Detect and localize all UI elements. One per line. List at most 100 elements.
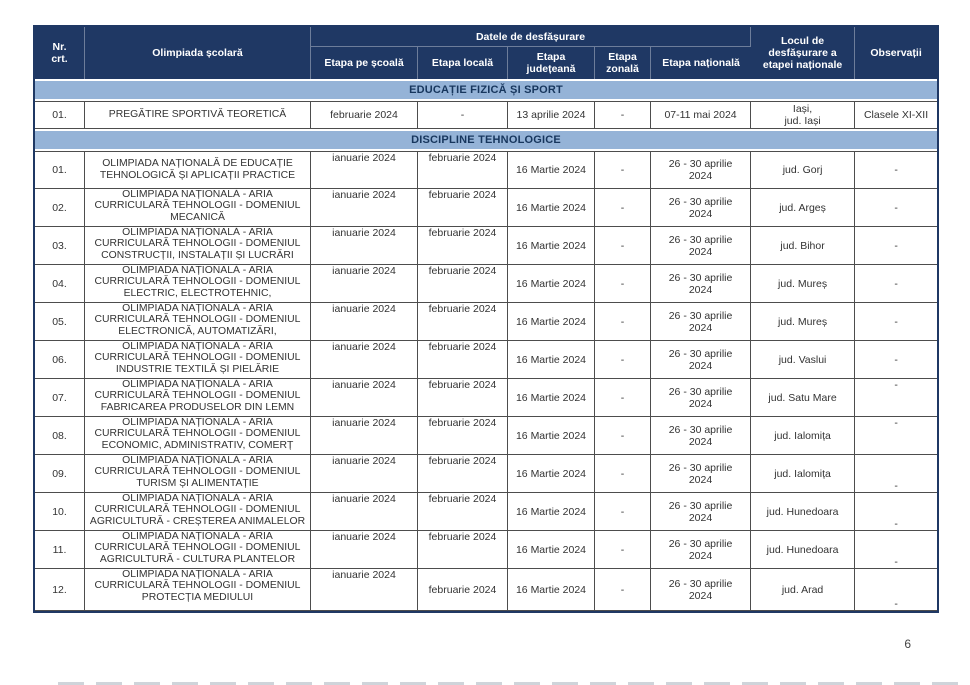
cell-locul-desfasurare: Iași, jud. Iași — [751, 101, 856, 129]
col-header-datele-desfasurare: Datele de desfășurare — [311, 27, 752, 47]
cell-etapa-judeteana: 16 Martie 2024 — [508, 493, 595, 531]
cell-etapa-judeteana: 16 Martie 2024 — [508, 303, 595, 341]
cell-etapa-locala: februarie 2024 — [418, 455, 508, 493]
cell-observatii: - — [855, 189, 938, 227]
cell-etapa-judeteana: 16 Martie 2024 — [508, 189, 595, 227]
cell-etapa-nationala: 26 - 30 aprilie 2024 — [651, 303, 752, 341]
cell-etapa-pe-scoala: ianuarie 2024 — [311, 493, 418, 531]
cell-olympiad-name: OLIMPIADA NAȚIONALĂ - ARIA CURRICULARĂ T… — [85, 569, 311, 611]
cell-etapa-pe-scoala: februarie 2024 — [311, 101, 418, 129]
cell-etapa-nationala: 26 - 30 aprilie 2024 — [651, 151, 752, 189]
cell-observatii: - — [855, 455, 938, 493]
cell-observatii: - — [855, 303, 938, 341]
col-header-etapa-judeteana: Etapa județeană — [508, 47, 595, 79]
cell-olympiad-name: OLIMPIADA NAȚIONALĂ - ARIA CURRICULARĂ T… — [85, 303, 311, 341]
olympiad-name-text: OLIMPIADA NAȚIONALĂ - ARIA CURRICULARĂ T… — [89, 493, 306, 527]
cell-etapa-zonala: - — [595, 417, 651, 455]
col-header-observatii: Observații — [855, 27, 938, 79]
cell-olympiad-name: OLIMPIADA NAȚIONALĂ - ARIA CURRICULARĂ T… — [85, 417, 311, 455]
cell-nr: 03. — [35, 227, 85, 265]
cell-etapa-locala: februarie 2024 — [418, 151, 508, 189]
cell-locul-desfasurare: jud. Hunedoara — [751, 531, 856, 569]
cell-olympiad-name: OLIMPIADA NAȚIONALĂ - ARIA CURRICULARĂ T… — [85, 265, 311, 303]
cell-etapa-judeteana: 16 Martie 2024 — [508, 151, 595, 189]
olympiad-name-text: OLIMPIADA NAȚIONALĂ - ARIA CURRICULARĂ T… — [94, 455, 301, 489]
cell-nr: 07. — [35, 379, 85, 417]
cell-observatii: - — [855, 417, 938, 455]
cell-etapa-judeteana: 16 Martie 2024 — [508, 379, 595, 417]
cell-etapa-locala: februarie 2024 — [418, 531, 508, 569]
cell-etapa-zonala: - — [595, 493, 651, 531]
olympiad-name-text: OLIMPIADA NAȚIONALĂ - ARIA CURRICULARĂ T… — [94, 379, 301, 413]
cell-etapa-zonala: - — [595, 265, 651, 303]
cell-olympiad-name: OLIMPIADA NAȚIONALĂ - ARIA CURRICULARĂ T… — [85, 455, 311, 493]
cell-locul-desfasurare: jud. Mureș — [751, 303, 856, 341]
cell-locul-desfasurare: jud. Argeș — [751, 189, 856, 227]
cell-etapa-zonala: - — [595, 151, 651, 189]
olympiad-name-text: OLIMPIADA NAȚIONALĂ - ARIA CURRICULARĂ T… — [94, 265, 301, 300]
cell-etapa-locala: februarie 2024 — [418, 341, 508, 379]
cell-etapa-judeteana: 16 Martie 2024 — [508, 265, 595, 303]
cell-etapa-nationala: 26 - 30 aprilie 2024 — [651, 265, 752, 303]
col-header-olimpiada: Olimpiada școlară — [85, 27, 311, 79]
cell-etapa-nationala: 26 - 30 aprilie 2024 — [651, 189, 752, 227]
cell-etapa-judeteana: 16 Martie 2024 — [508, 417, 595, 455]
cell-etapa-locala: februarie 2024 — [418, 569, 508, 611]
cell-nr: 02. — [35, 189, 85, 227]
cell-nr: 06. — [35, 341, 85, 379]
cell-etapa-zonala: - — [595, 101, 651, 129]
cell-etapa-nationala: 07-11 mai 2024 — [651, 101, 752, 129]
cell-olympiad-name: OLIMPIADA NAȚIONALĂ - ARIA CURRICULARĂ T… — [85, 227, 311, 265]
cell-etapa-pe-scoala: ianuarie 2024 — [311, 531, 418, 569]
cell-etapa-nationala: 26 - 30 aprilie 2024 — [651, 455, 752, 493]
olympiad-name-text: OLIMPIADA NAȚIONALĂ - ARIA CURRICULARĂ T… — [94, 569, 301, 603]
cell-etapa-nationala: 26 - 30 aprilie 2024 — [651, 227, 752, 265]
cell-observatii: - — [855, 493, 938, 531]
cell-locul-desfasurare: jud. Ialomița — [751, 417, 856, 455]
cell-locul-desfasurare: jud. Satu Mare — [751, 379, 856, 417]
cell-observatii: - — [855, 341, 938, 379]
cell-observatii: - — [855, 531, 938, 569]
cell-etapa-judeteana: 16 Martie 2024 — [508, 455, 595, 493]
col-header-etapa-locala: Etapa locală — [418, 47, 508, 79]
cell-etapa-locala: februarie 2024 — [418, 379, 508, 417]
cell-nr: 01. — [35, 101, 85, 129]
col-header-nr-crt: Nr. crt. — [35, 27, 85, 79]
olympiad-schedule-table: Nr. crt. Olimpiada școlară Datele de des… — [33, 25, 940, 613]
cell-etapa-nationala: 26 - 30 aprilie 2024 — [651, 379, 752, 417]
cell-olympiad-name: OLIMPIADA NAȚIONALĂ - ARIA CURRICULARĂ T… — [85, 531, 311, 569]
cell-etapa-zonala: - — [595, 227, 651, 265]
cell-etapa-locala: februarie 2024 — [418, 303, 508, 341]
section-header: EDUCAȚIE FIZICĂ ȘI SPORT — [35, 79, 938, 101]
col-header-etapa-zonala: Etapa zonală — [595, 47, 651, 79]
cell-etapa-zonala: - — [595, 189, 651, 227]
cell-etapa-pe-scoala: ianuarie 2024 — [311, 455, 418, 493]
cell-nr: 08. — [35, 417, 85, 455]
cell-nr: 09. — [35, 455, 85, 493]
cell-etapa-locala: februarie 2024 — [418, 189, 508, 227]
cell-etapa-nationala: 26 - 30 aprilie 2024 — [651, 569, 752, 611]
cell-nr: 12. — [35, 569, 85, 611]
cell-observatii: - — [855, 227, 938, 265]
cell-etapa-locala: februarie 2024 — [418, 227, 508, 265]
cell-etapa-pe-scoala: ianuarie 2024 — [311, 379, 418, 417]
cell-olympiad-name: OLIMPIADA NAȚIONALĂ - ARIA CURRICULARĂ T… — [85, 379, 311, 417]
cell-etapa-locala: - — [418, 101, 508, 129]
cell-locul-desfasurare: jud. Hunedoara — [751, 493, 856, 531]
cell-etapa-zonala: - — [595, 303, 651, 341]
cell-etapa-zonala: - — [595, 379, 651, 417]
cell-etapa-zonala: - — [595, 341, 651, 379]
olympiad-name-text: OLIMPIADA NAȚIONALĂ - ARIA CURRICULARĂ T… — [94, 303, 301, 338]
cell-olympiad-name: OLIMPIADA NAȚIONALĂ DE EDUCAȚIE TEHNOLOG… — [85, 151, 311, 189]
col-header-etapa-pe-scoala: Etapa pe școală — [311, 47, 418, 79]
cell-etapa-pe-scoala: ianuarie 2024 — [311, 417, 418, 455]
cell-nr: 01. — [35, 151, 85, 189]
cell-etapa-zonala: - — [595, 455, 651, 493]
cell-etapa-judeteana: 16 Martie 2024 — [508, 341, 595, 379]
cell-observatii: Clasele XI-XII — [855, 101, 938, 129]
cell-etapa-nationala: 26 - 30 aprilie 2024 — [651, 493, 752, 531]
page-number: 6 — [904, 637, 911, 651]
olympiad-name-text: OLIMPIADA NAȚIONALĂ - ARIA CURRICULARĂ T… — [94, 531, 301, 565]
cell-etapa-pe-scoala: ianuarie 2024 — [311, 189, 418, 227]
